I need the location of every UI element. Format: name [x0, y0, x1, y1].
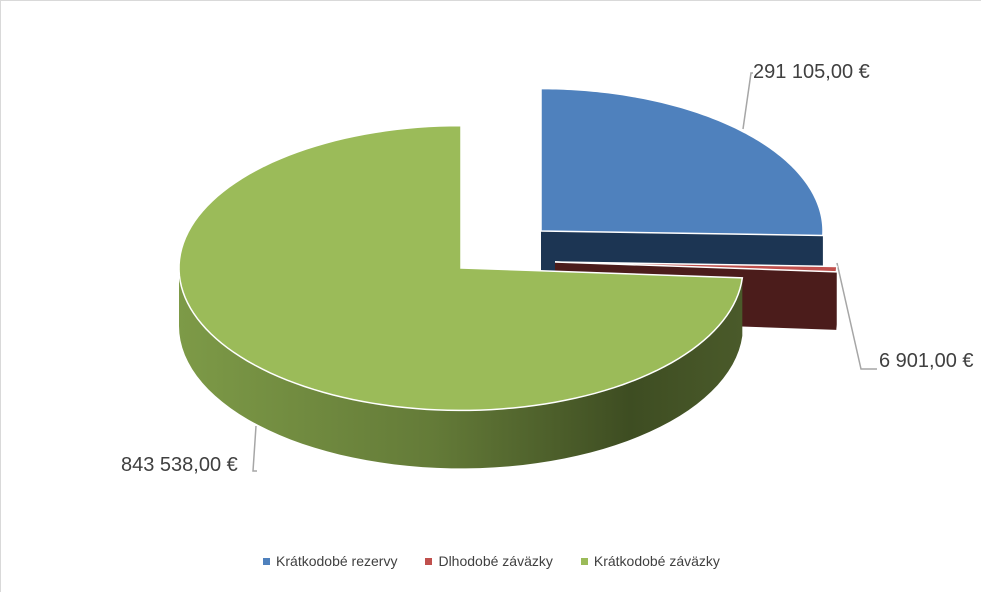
data-label-krátkodobé-záväzky: 843 538,00 €	[121, 454, 238, 477]
leader-line	[837, 263, 877, 369]
pie-slice-side	[836, 266, 837, 329]
data-label-dlhodobé-záväzky: 6 901,00 €	[879, 350, 974, 373]
legend-item: Krátkodobé záväzky	[581, 553, 720, 569]
data-label-krátkodobé-rezervy: 291 105,00 €	[753, 61, 870, 84]
legend-label: Dlhodobé záväzky	[438, 553, 552, 569]
legend-swatch	[425, 558, 432, 565]
legend-label: Krátkodobé rezervy	[276, 553, 397, 569]
legend-item: Krátkodobé rezervy	[263, 553, 397, 569]
legend-item: Dlhodobé záväzky	[425, 553, 552, 569]
leader-line	[253, 426, 257, 471]
pie-slice-top	[541, 89, 823, 236]
legend-swatch	[581, 558, 588, 565]
leader-line	[743, 73, 753, 129]
legend: Krátkodobé rezervy Dlhodobé záväzky Krát…	[1, 553, 981, 569]
slices	[179, 89, 837, 469]
legend-label: Krátkodobé záväzky	[594, 553, 720, 569]
legend-swatch	[263, 558, 270, 565]
